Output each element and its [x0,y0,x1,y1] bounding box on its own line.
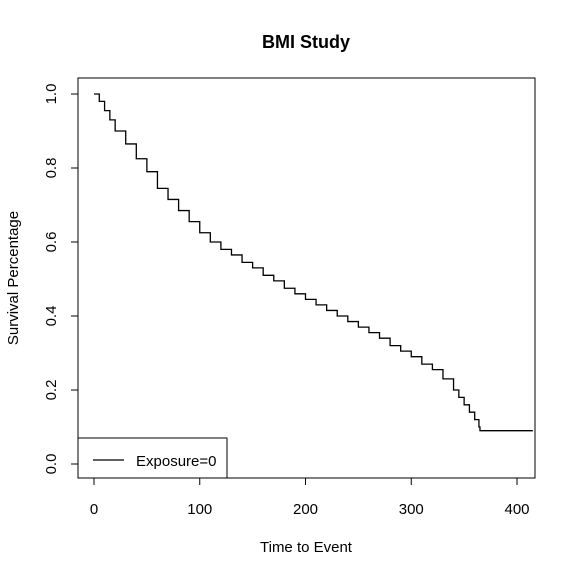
y-tick-label: 0.6 [43,232,60,253]
series-layer [94,93,533,432]
x-tick-label: 200 [293,501,318,518]
y-tick-label: 0.0 [43,454,60,475]
x-tick-label: 100 [187,501,212,518]
legend: Exposure=0 [77,437,228,479]
y-tick-label: 0.2 [43,380,60,401]
y-axis-label: Survival Percentage [5,211,22,345]
series-line-exposure-0 [94,93,533,432]
legend-box [77,437,228,479]
x-tick-label: 400 [504,501,529,518]
y-tick-label: 0.8 [43,158,60,179]
y-axis: 0.0 0.2 0.4 0.6 0.8 1.0 [43,84,79,475]
chart-title: BMI Study [262,32,350,52]
legend-label-exposure-0: Exposure=0 [136,453,216,470]
x-axis-label: Time to Event [260,539,353,556]
x-tick-label: 0 [90,501,98,518]
y-tick-label: 1.0 [43,84,60,105]
y-tick-label: 0.4 [43,306,60,327]
x-tick-label: 300 [399,501,424,518]
